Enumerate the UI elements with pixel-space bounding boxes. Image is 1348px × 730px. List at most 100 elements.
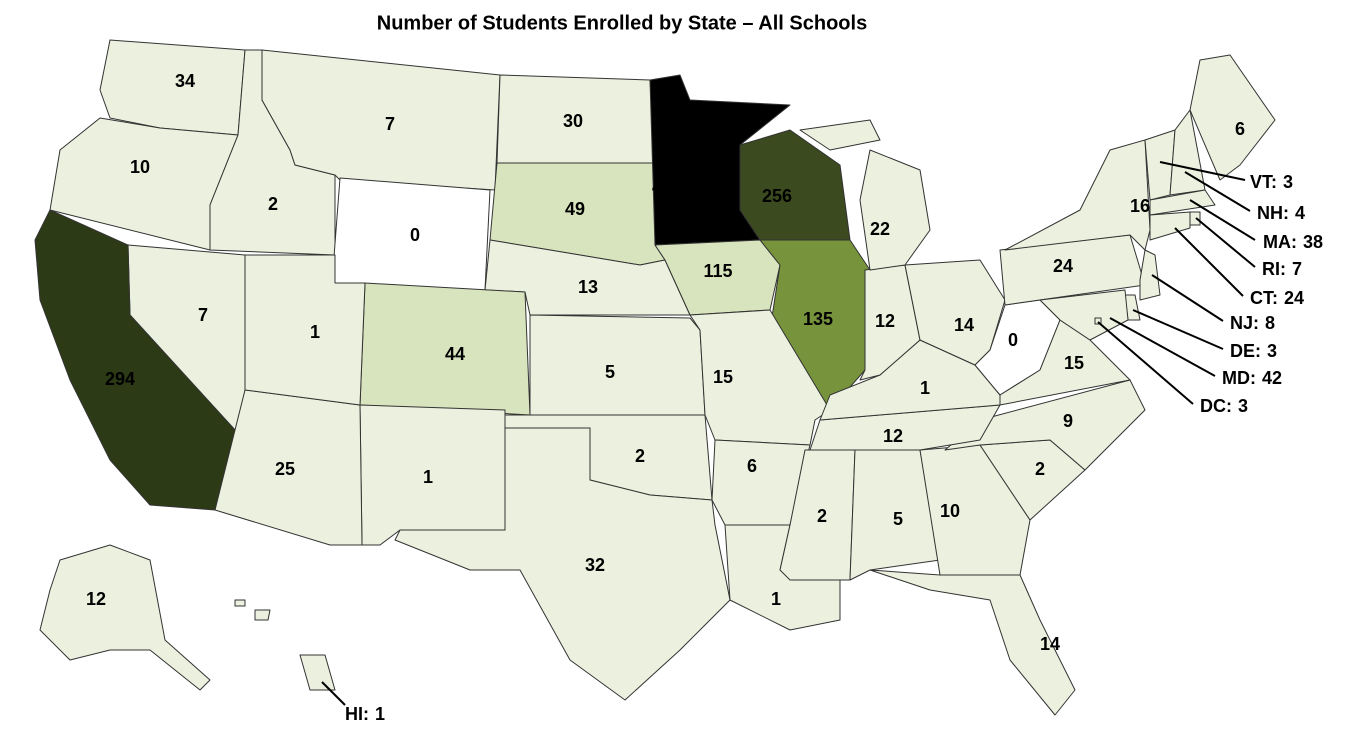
state-value: 115 bbox=[703, 261, 732, 281]
state-abbr: NJ: bbox=[1230, 313, 1259, 333]
state-value: 6 bbox=[1235, 119, 1245, 139]
state-value: 30 bbox=[563, 111, 583, 131]
state-value: 10 bbox=[130, 157, 150, 177]
state-label: DC: 3 bbox=[1200, 396, 1248, 416]
leader-line bbox=[1132, 309, 1224, 350]
state-value: 7 bbox=[198, 305, 208, 325]
leader-line bbox=[1151, 274, 1224, 322]
state bbox=[799, 119, 881, 151]
state-value: 1 bbox=[423, 467, 433, 487]
state bbox=[529, 314, 706, 416]
state-abbr: DE: bbox=[1230, 341, 1261, 361]
state bbox=[1039, 289, 1129, 341]
leader-line bbox=[321, 681, 346, 706]
state-label: MD: 42 bbox=[1222, 368, 1282, 388]
state-value: 2 bbox=[1035, 459, 1045, 479]
state-value: 294 bbox=[105, 369, 135, 389]
state-label: CT: 24 bbox=[1250, 288, 1304, 308]
state-value: 25 bbox=[275, 459, 295, 479]
state-value: 38 bbox=[1303, 232, 1323, 252]
state-abbr: DC: bbox=[1200, 396, 1232, 416]
state-value: 15 bbox=[1064, 353, 1084, 373]
state bbox=[1189, 211, 1201, 226]
state-value: 24 bbox=[1053, 256, 1073, 276]
state-value: 12 bbox=[883, 426, 903, 446]
state-value: 5 bbox=[605, 362, 615, 382]
state-value: 7 bbox=[385, 114, 395, 134]
state-value: 22 bbox=[870, 219, 890, 239]
state-value: 0 bbox=[410, 225, 420, 245]
state-value: 7 bbox=[1292, 259, 1302, 279]
state-value: 24 bbox=[1284, 288, 1304, 308]
state-value: 1 bbox=[375, 704, 385, 724]
state bbox=[234, 599, 246, 607]
state-abbr: HI: bbox=[345, 704, 369, 724]
leader-line bbox=[1174, 227, 1244, 297]
state bbox=[394, 427, 731, 701]
state-value: 12 bbox=[86, 589, 106, 609]
state-value: 6 bbox=[747, 456, 757, 476]
state-abbr: RI: bbox=[1262, 259, 1286, 279]
state bbox=[299, 654, 336, 691]
leader-line bbox=[1189, 199, 1256, 241]
state-value: 44 bbox=[445, 344, 465, 364]
state-value: 1 bbox=[310, 322, 320, 342]
state-abbr: CT: bbox=[1250, 288, 1278, 308]
state bbox=[869, 569, 1076, 716]
state-value: 1 bbox=[771, 589, 781, 609]
state-value: 14 bbox=[1040, 634, 1060, 654]
state-label: RI: 7 bbox=[1262, 259, 1302, 279]
state-abbr: MA: bbox=[1263, 232, 1297, 252]
state-abbr: NH: bbox=[1257, 203, 1289, 223]
state-value: 135 bbox=[803, 309, 833, 329]
state-value: 34 bbox=[175, 71, 195, 91]
state-value: 49 bbox=[565, 199, 585, 219]
state-value: 32 bbox=[585, 555, 605, 575]
state-abbr: VT: bbox=[1250, 172, 1277, 192]
state-value: 5 bbox=[893, 509, 903, 529]
state bbox=[1004, 139, 1151, 251]
state-value: 0 bbox=[1008, 330, 1018, 350]
state-value: 12 bbox=[875, 311, 895, 331]
state-value: 2 bbox=[268, 194, 278, 214]
state-value: 2 bbox=[635, 446, 645, 466]
map-title: Number of Students Enrolled by State – A… bbox=[377, 12, 867, 34]
state-label: NJ: 8 bbox=[1230, 313, 1275, 333]
state-value: 10 bbox=[940, 501, 960, 521]
leader-line bbox=[1195, 217, 1256, 268]
state-value: 1 bbox=[920, 378, 930, 398]
state-value: 14 bbox=[954, 315, 974, 335]
state-label: NH: 4 bbox=[1257, 203, 1305, 223]
state-value: 3 bbox=[1283, 172, 1293, 192]
state bbox=[1189, 54, 1276, 181]
state-label: VT: 3 bbox=[1250, 172, 1293, 192]
leader-line bbox=[1184, 171, 1251, 212]
state-value: 3 bbox=[1267, 341, 1277, 361]
state-value: 42 bbox=[1262, 368, 1282, 388]
state-value: 2 bbox=[817, 506, 827, 526]
state-value: 16 bbox=[1130, 196, 1150, 216]
state bbox=[34, 209, 236, 511]
state bbox=[1149, 189, 1216, 216]
state bbox=[254, 609, 271, 621]
state-label: MA: 38 bbox=[1263, 232, 1323, 252]
state-value: 15 bbox=[713, 367, 733, 387]
state bbox=[39, 544, 211, 691]
state-abbr: MD: bbox=[1222, 368, 1256, 388]
state-value: 13 bbox=[578, 277, 598, 297]
state bbox=[1139, 249, 1161, 301]
leader-line bbox=[1109, 317, 1216, 377]
state-value: 4 bbox=[1295, 203, 1305, 223]
state-value: 256 bbox=[762, 186, 792, 206]
state-label: DE: 3 bbox=[1230, 341, 1277, 361]
state-value: 3 bbox=[1238, 396, 1248, 416]
state-value: 4832 bbox=[652, 177, 692, 197]
state-label: HI: 1 bbox=[345, 704, 385, 724]
leader-line bbox=[1159, 161, 1246, 181]
state-value: 8 bbox=[1265, 313, 1275, 333]
state-value: 9 bbox=[1063, 411, 1073, 431]
state bbox=[944, 379, 1146, 471]
state bbox=[99, 39, 246, 136]
leader-line bbox=[1097, 321, 1194, 405]
